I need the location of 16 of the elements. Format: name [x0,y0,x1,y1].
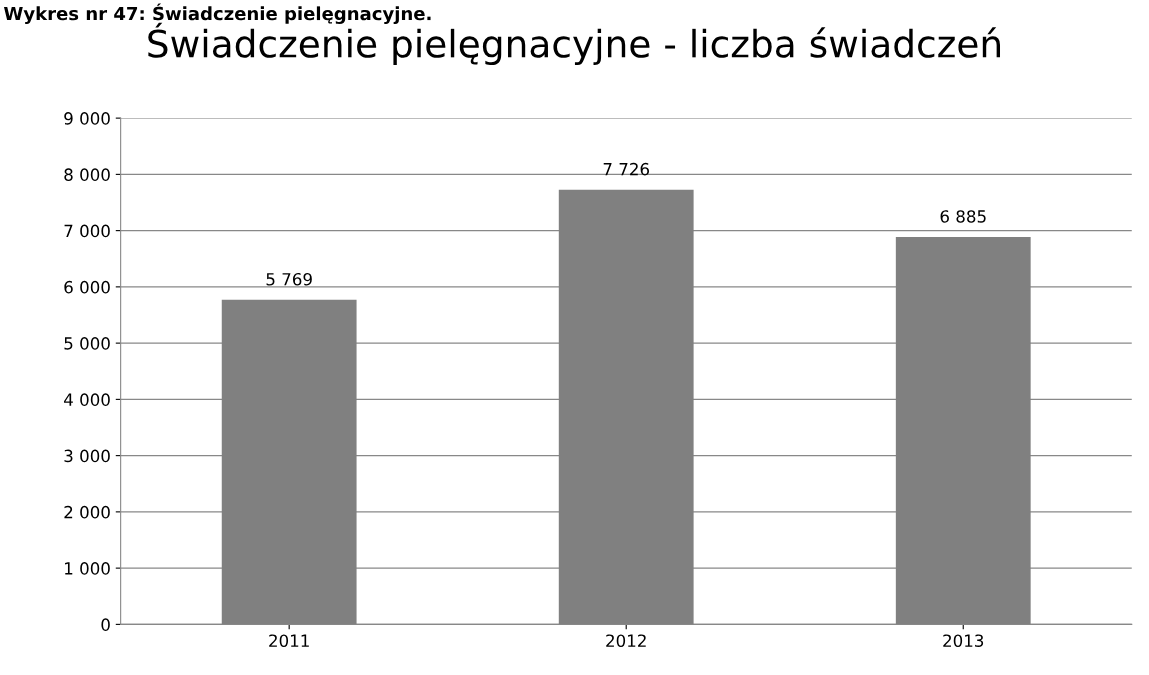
y-tick-label: 7 000 [64,224,110,238]
y-tick-label: 1 000 [65,562,110,575]
data-label: 7 726 [603,162,650,176]
y-tick-label: 9 000 [64,112,110,125]
x-tick-label: 2011 [269,634,309,647]
y-tick-label: 4 000 [64,393,110,406]
x-tick-label: 2013 [943,634,984,647]
y-tick-label: 8 000 [64,168,110,181]
y-tick-label: 5 000 [64,337,110,350]
y-tick-label: 3 000 [64,449,110,463]
data-label: 5 769 [266,272,312,286]
data-label: 6 885 [940,210,986,223]
y-tick-label: 0 [101,618,110,631]
y-tick-label: 6 000 [64,280,110,294]
y-tick-label: 2 000 [64,505,110,519]
x-tick-label: 2012 [606,634,646,647]
